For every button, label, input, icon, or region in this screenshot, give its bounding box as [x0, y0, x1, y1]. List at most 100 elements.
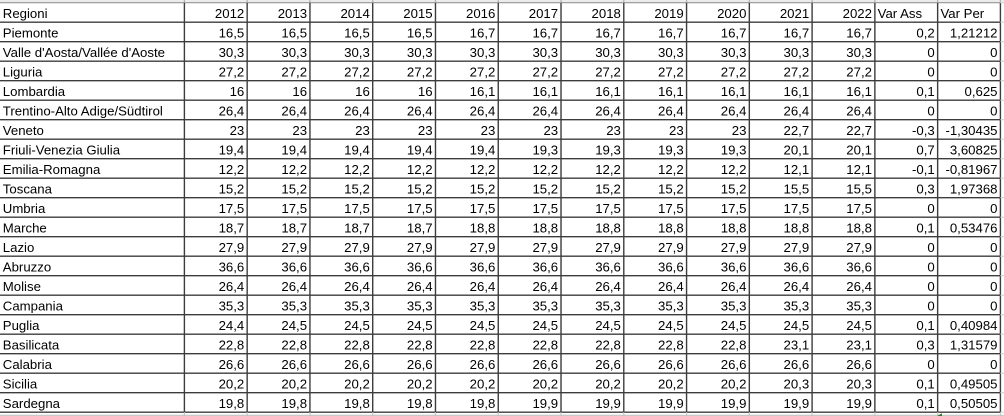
- svg-text:19,3: 19,3: [595, 143, 621, 158]
- svg-text:19,8: 19,8: [344, 396, 370, 411]
- svg-text:0: 0: [990, 240, 997, 255]
- svg-text:19,4: 19,4: [281, 143, 307, 158]
- svg-text:0: 0: [927, 279, 934, 294]
- svg-text:30,3: 30,3: [344, 45, 370, 60]
- svg-text:24,5: 24,5: [344, 318, 370, 333]
- svg-text:Trentino-Alto Adige/Südtirol: Trentino-Alto Adige/Südtirol: [3, 104, 163, 119]
- svg-text:18,7: 18,7: [219, 221, 245, 236]
- svg-text:18,7: 18,7: [344, 221, 370, 236]
- svg-text:26,6: 26,6: [721, 357, 747, 372]
- svg-text:22,8: 22,8: [219, 338, 245, 353]
- svg-text:12,2: 12,2: [721, 162, 747, 177]
- svg-text:23: 23: [543, 123, 558, 138]
- svg-text:19,4: 19,4: [470, 143, 496, 158]
- svg-text:23: 23: [669, 123, 684, 138]
- svg-text:35,3: 35,3: [470, 299, 496, 314]
- svg-text:Friuli-Venezia Giulia: Friuli-Venezia Giulia: [3, 143, 121, 158]
- svg-text:35,3: 35,3: [219, 299, 245, 314]
- svg-text:19,4: 19,4: [344, 143, 370, 158]
- svg-text:27,2: 27,2: [344, 65, 370, 80]
- svg-text:16,5: 16,5: [407, 26, 433, 41]
- svg-text:27,9: 27,9: [281, 240, 307, 255]
- svg-text:24,5: 24,5: [784, 318, 810, 333]
- svg-text:2022: 2022: [843, 6, 872, 21]
- svg-text:23: 23: [292, 123, 307, 138]
- svg-text:Var Per: Var Per: [940, 6, 984, 21]
- svg-text:20,2: 20,2: [407, 377, 433, 392]
- svg-text:15,2: 15,2: [532, 182, 558, 197]
- svg-text:0: 0: [990, 201, 997, 216]
- svg-text:26,4: 26,4: [721, 104, 747, 119]
- svg-text:30,3: 30,3: [595, 45, 621, 60]
- svg-text:2020: 2020: [717, 6, 746, 21]
- svg-text:30,3: 30,3: [721, 45, 747, 60]
- svg-text:24,5: 24,5: [846, 318, 872, 333]
- svg-text:2018: 2018: [592, 6, 621, 21]
- svg-text:0,1: 0,1: [916, 377, 934, 392]
- svg-text:22,8: 22,8: [344, 338, 370, 353]
- svg-text:16,7: 16,7: [532, 26, 558, 41]
- svg-text:12,2: 12,2: [658, 162, 684, 177]
- svg-text:Sicilia: Sicilia: [3, 377, 38, 392]
- svg-text:16,1: 16,1: [784, 84, 810, 99]
- svg-text:27,2: 27,2: [470, 65, 496, 80]
- svg-text:0: 0: [927, 104, 934, 119]
- svg-text:27,2: 27,2: [407, 65, 433, 80]
- svg-text:18,8: 18,8: [846, 221, 872, 236]
- svg-text:Calabria: Calabria: [3, 357, 53, 372]
- svg-text:36,6: 36,6: [532, 260, 558, 275]
- svg-text:26,4: 26,4: [344, 104, 370, 119]
- svg-text:18,8: 18,8: [721, 221, 747, 236]
- svg-text:27,9: 27,9: [658, 240, 684, 255]
- svg-text:24,5: 24,5: [658, 318, 684, 333]
- svg-text:20,2: 20,2: [658, 377, 684, 392]
- svg-text:23: 23: [732, 123, 747, 138]
- svg-text:18,8: 18,8: [658, 221, 684, 236]
- svg-text:0: 0: [927, 240, 934, 255]
- svg-text:20,2: 20,2: [532, 377, 558, 392]
- svg-text:22,7: 22,7: [784, 123, 810, 138]
- svg-text:22,8: 22,8: [532, 338, 558, 353]
- svg-text:16,1: 16,1: [658, 84, 684, 99]
- svg-text:20,2: 20,2: [721, 377, 747, 392]
- svg-text:0: 0: [990, 357, 997, 372]
- svg-text:2013: 2013: [278, 6, 307, 21]
- svg-text:27,2: 27,2: [846, 65, 872, 80]
- svg-text:26,6: 26,6: [784, 357, 810, 372]
- svg-text:0,1: 0,1: [916, 318, 934, 333]
- svg-text:26,4: 26,4: [721, 279, 747, 294]
- svg-text:35,3: 35,3: [721, 299, 747, 314]
- svg-text:16,1: 16,1: [595, 84, 621, 99]
- svg-text:26,6: 26,6: [470, 357, 496, 372]
- svg-text:19,3: 19,3: [532, 143, 558, 158]
- svg-text:16: 16: [418, 84, 433, 99]
- svg-text:26,4: 26,4: [846, 279, 872, 294]
- svg-text:36,6: 36,6: [595, 260, 621, 275]
- svg-text:36,6: 36,6: [281, 260, 307, 275]
- svg-text:15,5: 15,5: [784, 182, 810, 197]
- svg-text:27,9: 27,9: [470, 240, 496, 255]
- svg-text:17,5: 17,5: [532, 201, 558, 216]
- svg-text:30,3: 30,3: [281, 45, 307, 60]
- svg-text:18,7: 18,7: [407, 221, 433, 236]
- svg-text:17,5: 17,5: [281, 201, 307, 216]
- svg-text:19,9: 19,9: [595, 396, 621, 411]
- svg-text:26,4: 26,4: [344, 279, 370, 294]
- svg-text:26,6: 26,6: [595, 357, 621, 372]
- svg-text:Campania: Campania: [3, 299, 64, 314]
- svg-text:0: 0: [990, 104, 997, 119]
- svg-text:36,6: 36,6: [470, 260, 496, 275]
- svg-text:27,2: 27,2: [281, 65, 307, 80]
- svg-text:Abruzzo: Abruzzo: [3, 260, 51, 275]
- svg-text:2012: 2012: [215, 6, 244, 21]
- svg-text:27,9: 27,9: [219, 240, 245, 255]
- svg-text:26,4: 26,4: [595, 279, 621, 294]
- svg-text:16,7: 16,7: [658, 26, 684, 41]
- svg-text:12,2: 12,2: [219, 162, 245, 177]
- svg-text:26,4: 26,4: [595, 104, 621, 119]
- svg-text:35,3: 35,3: [344, 299, 370, 314]
- svg-text:18,7: 18,7: [281, 221, 307, 236]
- svg-text:24,5: 24,5: [281, 318, 307, 333]
- svg-text:19,8: 19,8: [470, 396, 496, 411]
- svg-text:26,4: 26,4: [470, 279, 496, 294]
